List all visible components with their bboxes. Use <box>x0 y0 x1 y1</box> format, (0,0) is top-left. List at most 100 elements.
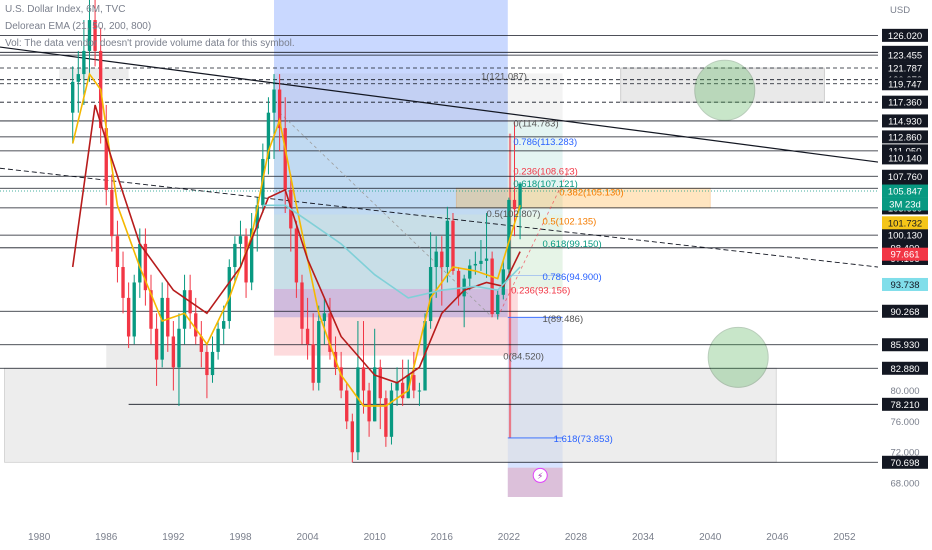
price-level-text: 119.747 <box>888 79 922 90</box>
price-level-tag <box>882 77 928 91</box>
price-level-text: 78.210 <box>890 400 919 411</box>
price-badge <box>882 216 928 230</box>
candle-body <box>87 20 92 51</box>
candle-body <box>272 89 276 113</box>
supply-box-left <box>59 68 129 80</box>
candle-body <box>82 50 86 75</box>
symbol-legend[interactable]: U.S. Dollar Index, 6M, TVC <box>5 4 126 15</box>
time-axis-bg <box>0 500 878 550</box>
price-level-text: 114.930 <box>888 116 922 127</box>
price-badge <box>882 197 928 211</box>
candle-body <box>512 199 517 210</box>
candle-body <box>400 382 405 399</box>
time-tick: 2034 <box>632 532 655 543</box>
fib-label: 0.236(108.613) <box>513 166 577 177</box>
price-badge-text: 97.661 <box>890 250 919 261</box>
candle-body <box>227 267 231 322</box>
price-level-tag <box>882 338 928 352</box>
price-level-tag <box>882 228 928 242</box>
candle-body <box>490 258 494 315</box>
candle-body <box>434 251 438 268</box>
fib-label: 0.786(94.900) <box>542 272 601 283</box>
candle-body <box>132 282 136 337</box>
time-tick: 2052 <box>833 532 856 543</box>
candle-body <box>378 367 382 399</box>
price-level-tag <box>882 114 928 128</box>
time-tick: 2040 <box>699 532 722 543</box>
candle-body <box>160 297 164 360</box>
price-level-tag <box>882 361 928 375</box>
time-tick: 2010 <box>364 532 387 543</box>
candle-body <box>249 228 254 283</box>
candle-body <box>166 297 170 337</box>
fib-red-zone <box>274 288 518 356</box>
price-level-text: 117.360 <box>888 98 922 109</box>
candle-body <box>496 294 500 315</box>
candle-body <box>518 183 522 210</box>
candle-body <box>177 328 181 368</box>
candle-body <box>154 328 159 360</box>
price-level-tag <box>882 169 928 183</box>
price-level-tag <box>882 151 928 165</box>
candle-body <box>339 367 343 391</box>
candle-body <box>345 390 349 422</box>
time-tick: 2022 <box>498 532 521 543</box>
candle-body <box>110 189 114 237</box>
ema-line <box>71 104 521 384</box>
candle-body <box>451 220 455 271</box>
price-badge-text: 93.738 <box>890 280 919 291</box>
candle-body <box>266 112 271 159</box>
price-level-text: 110.140 <box>888 153 922 164</box>
candle-body <box>182 290 187 329</box>
price-level-text: 112.860 <box>888 132 922 143</box>
time-tick: 2028 <box>565 532 588 543</box>
candle-body <box>305 328 310 345</box>
long-trendline <box>0 46 879 163</box>
candle-body <box>244 236 248 283</box>
price-level-text: 107.760 <box>888 172 922 183</box>
candle-body <box>238 236 243 244</box>
fib-label: 0.618(99.150) <box>542 239 601 250</box>
candle-body <box>356 367 360 453</box>
candle-body <box>210 351 215 376</box>
price-level-tag <box>882 397 928 411</box>
time-tick: 1980 <box>28 532 51 543</box>
candle-body <box>283 128 287 190</box>
price-level-text: 82.880 <box>890 364 919 375</box>
volume-legend: Vol: The data vendor doesn't provide vol… <box>5 38 295 49</box>
price-level-tag <box>882 61 928 75</box>
candle-body <box>473 263 478 266</box>
candle-body <box>361 367 366 391</box>
candle-body <box>456 270 461 297</box>
vertical-marker <box>508 133 512 438</box>
price-level-text: 85.930 <box>890 340 919 351</box>
price-badge <box>882 277 928 291</box>
candle-body <box>138 243 142 283</box>
candle-body <box>406 375 410 399</box>
fib-label: 0.618(107.121) <box>513 179 577 190</box>
currency-label: USD <box>890 5 911 16</box>
fib-label: 1(89.486) <box>542 314 583 325</box>
target-circle-bottom <box>707 326 769 388</box>
candles-layer: 1(121.087) 0(114.783) 0.786(113.283) 0.236(… <box>71 0 624 483</box>
price-badge-text: 3M 23d <box>889 200 921 211</box>
candle-body <box>294 228 299 283</box>
candle-body <box>126 297 131 337</box>
candle-body <box>76 74 80 82</box>
candle-body <box>121 267 125 298</box>
candle-body <box>384 398 388 437</box>
diagonal-guide <box>497 166 571 318</box>
candle-body <box>104 128 108 190</box>
ema-line <box>262 204 521 299</box>
candle-body <box>412 375 416 391</box>
price-tick: 76.000 <box>890 417 919 428</box>
fib-label: 1.618(73.853) <box>554 434 613 445</box>
candle-body <box>350 421 354 453</box>
fib-label: 0.786(113.283) <box>513 137 577 148</box>
candle-body <box>440 251 444 268</box>
price-level-text: 123.455 <box>888 51 922 62</box>
candle-body <box>300 282 304 329</box>
indicator-legend[interactable]: Delorean EMA (21, 50, 200, 800) <box>5 21 152 32</box>
